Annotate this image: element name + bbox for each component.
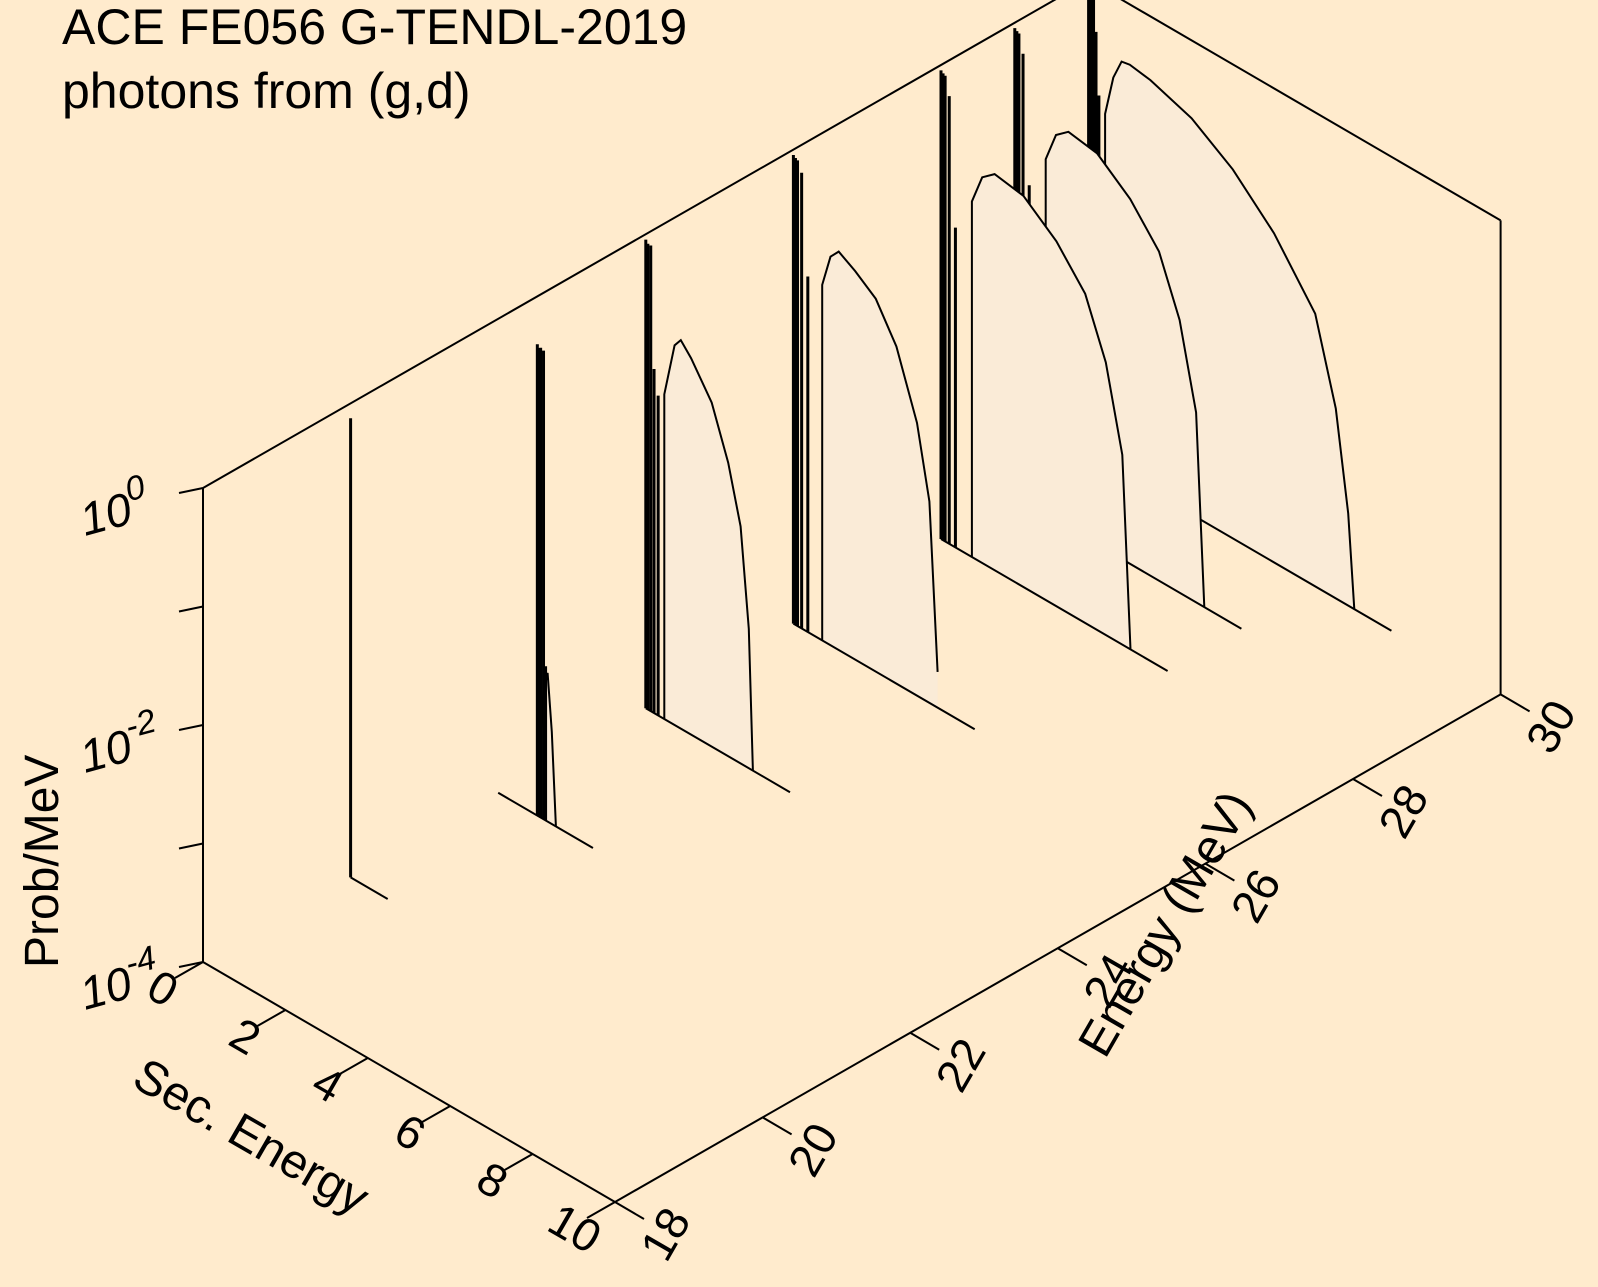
y-tick (1204, 862, 1235, 882)
spectrum-continuum-line (821, 250, 939, 672)
y-tick-label: 28 (1368, 776, 1439, 846)
z-tick (178, 961, 204, 968)
z-minor-tick (178, 842, 204, 850)
x-tick (504, 1153, 534, 1171)
spectrum-continuum-line (1104, 60, 1356, 610)
x-tick-label: 2 (221, 1007, 269, 1065)
y-tick-label: 30 (1515, 691, 1586, 761)
spectrum-E24 (644, 239, 791, 794)
x-tick (339, 1057, 369, 1075)
y-tick (762, 1116, 793, 1136)
spectrum-fill (664, 340, 753, 771)
spectrum-E20 (349, 418, 389, 900)
x-tick (256, 1009, 286, 1027)
y-tick (614, 1201, 645, 1220)
frame-back-top-edge (1120, 0, 1502, 222)
y-tick-label: 18 (630, 1199, 701, 1269)
chart-title: ACE FE056 G-TENDL-2019 (62, 0, 688, 55)
spectrum-continuum-line (1044, 130, 1206, 608)
y-tick (1057, 947, 1088, 967)
y-tick-label: 20 (777, 1114, 848, 1184)
spectrum-E26 (791, 155, 976, 731)
x-tick-label: 4 (304, 1055, 352, 1113)
x-axis-line (202, 961, 616, 1203)
x-tick-label: 6 (386, 1103, 434, 1161)
y-tick (909, 1031, 940, 1051)
x-tick (586, 1201, 616, 1219)
spectrum-fill (971, 174, 1131, 650)
z-tick-label: 10-2 (72, 702, 167, 783)
spectrum-continuum-line (970, 173, 1132, 650)
spectrum-baseline (645, 707, 791, 794)
y-tick-label: 26 (1220, 860, 1291, 930)
x-tick-label: 8 (469, 1151, 517, 1209)
y-tick (1500, 693, 1531, 713)
x-tick (174, 961, 204, 979)
spectrum-baseline (497, 791, 594, 849)
spectrum-E28 (939, 70, 1169, 672)
frame-top-edge (202, 0, 1057, 489)
spectrum-baseline (350, 876, 389, 900)
chart-subtitle: photons from (g,d) (62, 63, 471, 119)
z-tick-label: 100 (72, 468, 156, 546)
z-tick-label: 10-4 (72, 939, 167, 1020)
x-tick-label: 10 (540, 1193, 610, 1264)
spectrum-baseline (940, 538, 1169, 672)
spectrum-continuum-line (663, 338, 754, 771)
z-axis-label: Prob/MeV (16, 755, 69, 968)
y-tick-label: 22 (925, 1030, 996, 1100)
spectrum-E22 (497, 344, 594, 849)
y-axis-label: Energy (MeV) (1069, 783, 1263, 1066)
y-tick (1352, 778, 1383, 797)
z-tick (178, 724, 204, 731)
spectrum-baseline (792, 622, 976, 731)
x-tick (421, 1105, 451, 1123)
spectrum-fill (822, 251, 938, 708)
z-minor-tick (178, 605, 204, 613)
z-tick (178, 487, 204, 494)
